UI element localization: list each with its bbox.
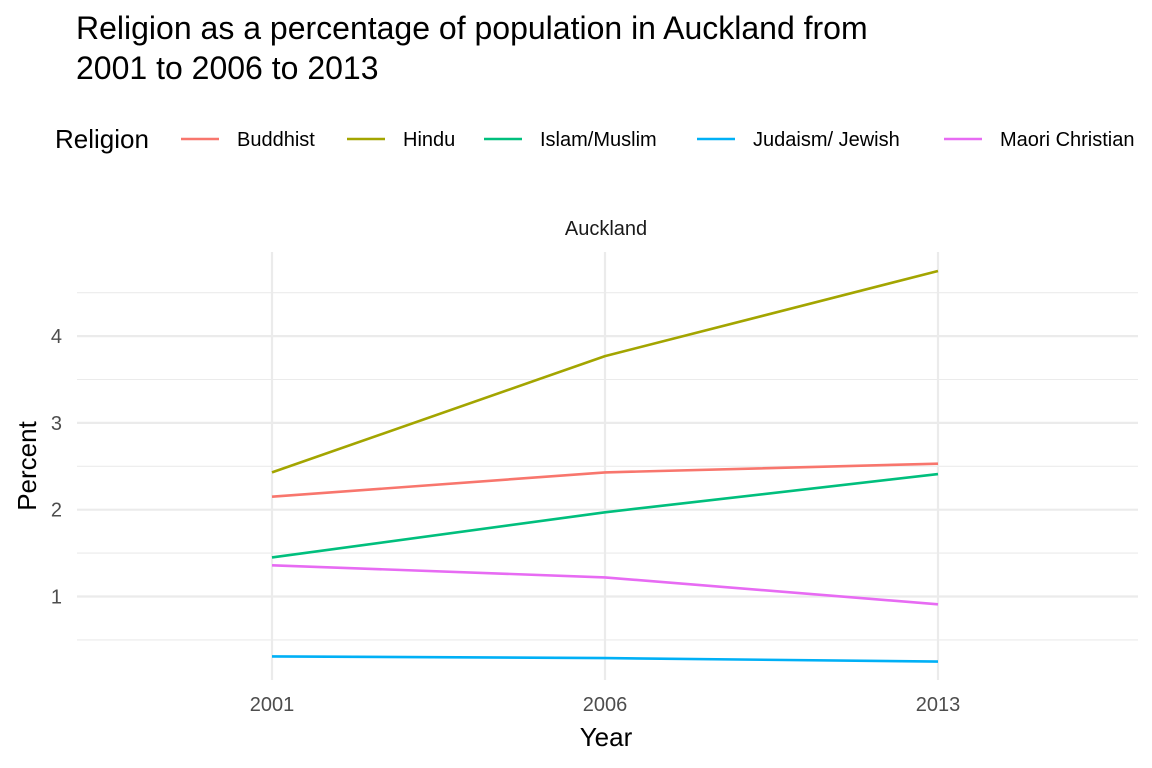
plot-lines xyxy=(271,269,939,663)
legend-label-hindu: Hindu xyxy=(403,129,455,151)
legend-label-judaism-jewish: Judaism/ Jewish xyxy=(753,129,900,151)
facet-strip-label: Auckland xyxy=(565,218,647,240)
series-line-buddhist xyxy=(271,462,939,498)
chart-title-line-1: Religion as a percentage of population i… xyxy=(76,10,868,46)
y-tick-label: 3 xyxy=(51,413,62,435)
x-tick-label: 2013 xyxy=(916,694,961,716)
legend-label-buddhist: Buddhist xyxy=(237,129,315,151)
y-tick-label: 1 xyxy=(51,587,62,609)
x-axis-ticks: 2001 2006 2013 xyxy=(250,694,961,716)
series-line-judaism-jewish xyxy=(271,655,939,663)
x-tick-label: 2001 xyxy=(250,694,295,716)
series-line-hindu xyxy=(271,269,939,474)
series-line-islam-muslim xyxy=(271,472,939,559)
legend-label-maori-christian: Maori Christian xyxy=(1000,129,1134,151)
legend: Religion Buddhist Hindu Islam/Muslim Judais… xyxy=(55,124,1134,154)
series-line-maori-christian xyxy=(271,564,939,606)
y-tick-label: 4 xyxy=(51,326,62,348)
x-tick-label: 2006 xyxy=(583,694,628,716)
y-axis-title: Percent xyxy=(12,420,42,510)
y-tick-label: 2 xyxy=(51,500,62,522)
plot-grid xyxy=(77,252,1138,680)
legend-title: Religion xyxy=(55,124,149,154)
y-axis-ticks: 1 2 3 4 xyxy=(51,326,62,608)
x-axis-title: Year xyxy=(580,722,633,752)
legend-label-islam-muslim: Islam/Muslim xyxy=(540,129,657,151)
chart-title-line-2: 2001 to 2006 to 2013 xyxy=(76,50,379,86)
